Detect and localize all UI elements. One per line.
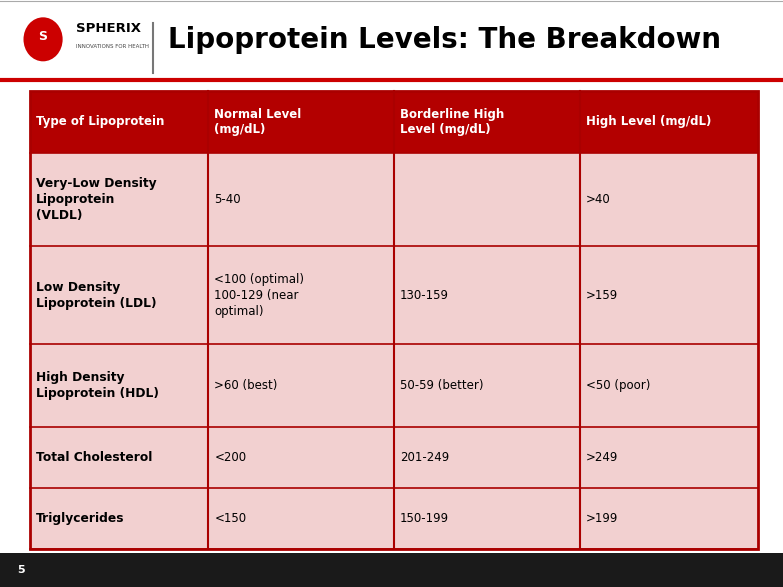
Bar (30, 91, 758, 549)
Text: Total Cholesterol: Total Cholesterol (36, 451, 153, 464)
Text: >159: >159 (586, 288, 618, 302)
Text: 5-40: 5-40 (215, 193, 241, 206)
Text: 150-199: 150-199 (400, 512, 449, 525)
Text: <100 (optimal)
100-129 (near
optimal): <100 (optimal) 100-129 (near optimal) (215, 272, 305, 318)
Text: INNOVATIONS FOR HEALTH: INNOVATIONS FOR HEALTH (76, 44, 149, 49)
Bar (0, 553, 783, 587)
Text: Borderline High
Level (mg/dL): Borderline High Level (mg/dL) (400, 107, 504, 136)
Text: Triglycerides: Triglycerides (36, 512, 124, 525)
Text: High Density
Lipoprotein (HDL): High Density Lipoprotein (HDL) (36, 371, 159, 400)
Text: Lipoprotein Levels: The Breakdown: Lipoprotein Levels: The Breakdown (168, 26, 721, 54)
Text: Type of Lipoprotein: Type of Lipoprotein (36, 116, 164, 129)
Text: Normal Level
(mg/dL): Normal Level (mg/dL) (215, 107, 301, 136)
Text: >199: >199 (586, 512, 618, 525)
Text: <200: <200 (215, 451, 247, 464)
Bar (30, 91, 758, 153)
Bar (0, 0, 783, 79)
Text: SPHERIX: SPHERIX (76, 22, 141, 35)
Text: 201-249: 201-249 (400, 451, 449, 464)
Text: <50 (poor): <50 (poor) (586, 379, 650, 392)
Text: >60 (best): >60 (best) (215, 379, 278, 392)
Text: <150: <150 (215, 512, 247, 525)
Ellipse shape (23, 17, 63, 61)
Text: S: S (38, 30, 48, 43)
Text: Low Density
Lipoprotein (LDL): Low Density Lipoprotein (LDL) (36, 281, 157, 309)
Text: >249: >249 (586, 451, 618, 464)
Text: >40: >40 (586, 193, 611, 206)
Text: High Level (mg/dL): High Level (mg/dL) (586, 116, 711, 129)
Text: 5: 5 (17, 565, 25, 575)
Text: 130-159: 130-159 (400, 288, 449, 302)
Text: 50-59 (better): 50-59 (better) (400, 379, 484, 392)
Text: Very-Low Density
Lipoprotein
(VLDL): Very-Low Density Lipoprotein (VLDL) (36, 177, 157, 222)
Bar (30, 91, 758, 549)
